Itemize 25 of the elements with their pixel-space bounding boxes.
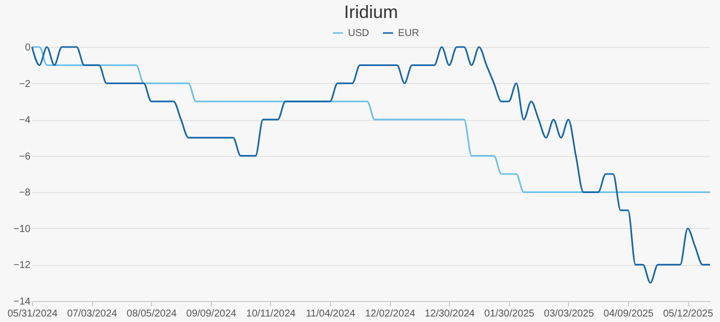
y-tick-label: −10 <box>14 224 31 235</box>
x-tick-label: 03/03/2025 <box>544 308 594 320</box>
line-series <box>31 46 711 193</box>
y-tick-label: −2 <box>19 78 31 90</box>
y-tick-label: −12 <box>14 260 31 272</box>
x-tick-label: 10/11/2024 <box>246 308 296 320</box>
y-tick-label: −8 <box>19 188 31 199</box>
x-tick-label: 07/03/2024 <box>67 308 118 320</box>
x-tick-label: 01/30/2025 <box>484 308 535 320</box>
x-tick-label: 11/04/2024 <box>306 308 356 320</box>
y-tick-label: 0 <box>24 42 31 54</box>
y-tick-label: −6 <box>19 151 31 162</box>
x-tick-label: 05/31/2024 <box>7 308 58 320</box>
x-tick-label: 09/09/2024 <box>186 308 237 320</box>
legend-label: USD <box>348 28 370 39</box>
x-tick-label: 12/30/2024 <box>424 308 476 320</box>
line-series <box>31 46 711 284</box>
x-tick-label: 05/12/2025 <box>663 308 714 320</box>
x-tick-label: 08/05/2024 <box>126 308 178 320</box>
chart-title: Iridium <box>344 2 398 22</box>
legend-label: EUR <box>398 28 420 39</box>
y-tick-label: −4 <box>19 115 31 126</box>
x-tick-label: 12/02/2024 <box>365 308 416 320</box>
x-tick-label: 04/09/2025 <box>604 308 654 320</box>
y-tick-label: −14 <box>14 296 31 308</box>
